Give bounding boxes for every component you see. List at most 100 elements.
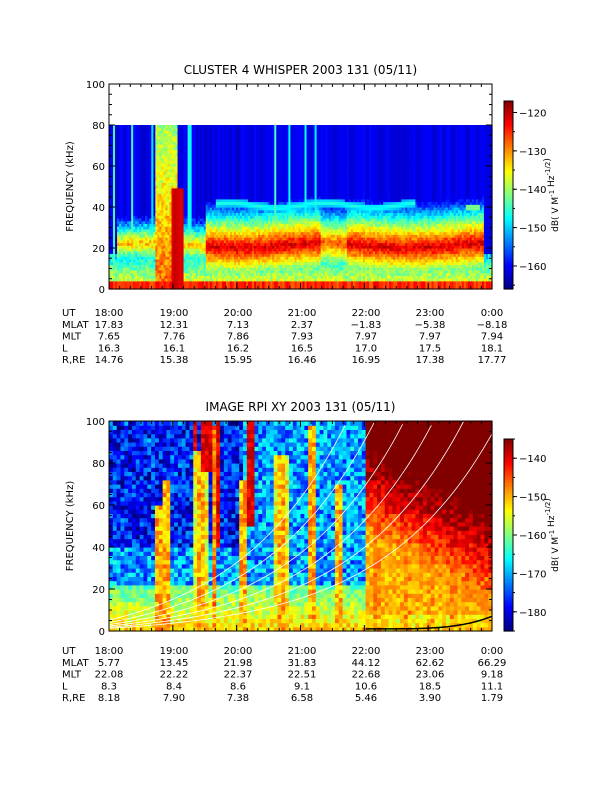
ephemeris-value: 18.5 [419, 681, 441, 692]
y-tick-label: 20 [92, 244, 105, 255]
colorbar-step [504, 566, 513, 570]
colorbar-step [504, 199, 513, 203]
colorbar-step [504, 209, 513, 213]
colorbar-step [504, 441, 513, 445]
ephemeris-value: 22.08 [95, 670, 124, 681]
ephemeris-value: 22:00 [352, 308, 381, 319]
ephemeris-value: 20:00 [224, 646, 253, 657]
colorbar-step [504, 204, 513, 208]
colorbar-step [504, 609, 513, 613]
ephemeris-label: UT [62, 308, 76, 319]
ephemeris-value: 13.45 [160, 658, 189, 669]
colorbar-tick-label: −180 [519, 608, 546, 619]
ephemeris-value: 0:00 [481, 308, 503, 319]
colorbar-step [504, 166, 513, 170]
colorbar-step [504, 246, 513, 250]
colorbar-step [504, 595, 513, 598]
ephemeris-value: 16.2 [227, 343, 249, 354]
ephemeris-value: 16.95 [352, 355, 381, 366]
y-tick-label: 100 [86, 417, 105, 428]
colorbar-step [504, 129, 513, 133]
ephemeris-value: 5.46 [355, 693, 377, 704]
y-tick-label: 0 [99, 285, 105, 296]
colorbar-step [504, 150, 513, 154]
colorbar-step [504, 178, 513, 182]
colorbar-step [504, 472, 513, 476]
ephemeris-value: 22.37 [224, 670, 253, 681]
colorbar-step [504, 227, 513, 231]
colorbar-tick-label: −170 [519, 569, 546, 580]
overlay-curve [108, 425, 346, 621]
colorbar-step [504, 451, 513, 454]
ephemeris-value: 17.83 [95, 320, 124, 331]
colorbar-step [504, 155, 513, 158]
ephemeris-value: 21:00 [288, 646, 317, 657]
ephemeris-value: −5.38 [415, 320, 446, 331]
colorbar-step [504, 499, 513, 502]
overlay-curves [108, 421, 493, 630]
ephemeris-value: 16.46 [288, 355, 317, 366]
colorbar-step [504, 520, 513, 524]
colorbar-step [504, 602, 513, 606]
ephemeris-value: 44.12 [352, 658, 381, 669]
ephemeris-value: 12.31 [160, 320, 189, 331]
colorbar-step [504, 202, 513, 205]
colorbar-step [504, 117, 513, 121]
colorbar-step [504, 180, 513, 184]
colorbar-step [504, 551, 513, 555]
colorbar-tick-label: −120 [519, 109, 546, 120]
colorbar-tick-label: −140 [519, 454, 546, 465]
colorbar-step [504, 587, 513, 591]
colorbar-step [504, 185, 513, 189]
colorbar-step [504, 580, 513, 584]
colorbar-step [504, 575, 513, 579]
colorbar-step [504, 126, 513, 130]
ephemeris-value: 7.13 [227, 320, 249, 331]
colorbar-step [504, 525, 513, 529]
ephemeris-value: 1.79 [481, 693, 503, 704]
ephemeris-table: UT 18:00 19:00 20:00 21:00 22:00 23:00 0:00 MLAT… [62, 308, 507, 366]
ephemeris-value: 66.29 [478, 658, 507, 669]
ephemeris-value: 7.90 [163, 693, 185, 704]
ephemeris-value: 15.38 [160, 355, 189, 366]
colorbar-step [504, 482, 513, 486]
colorbar: −120 −130 −140 −150 −160 dB( V M-1 Hz-1/2) [503, 100, 561, 290]
colorbar-step [504, 597, 513, 601]
ephemeris-value: 7.86 [227, 332, 249, 343]
colorbar-step [504, 616, 513, 620]
colorbar-step [504, 614, 513, 618]
ephemeris-value: −8.18 [477, 320, 508, 331]
colorbar-step [504, 508, 513, 512]
colorbar-step [504, 159, 513, 163]
colorbar-step [504, 101, 513, 104]
colorbar-step [504, 619, 513, 622]
colorbar-step [504, 559, 513, 562]
ephemeris-table: UT 18:00 19:00 20:00 21:00 22:00 23:00 0:00 MLAT… [62, 646, 506, 704]
ephemeris-value: 21:00 [288, 308, 317, 319]
colorbar-step [504, 270, 513, 274]
colorbar-step [504, 626, 513, 630]
colorbar-step [504, 549, 513, 553]
colorbar-step [504, 197, 513, 201]
colorbar-step [504, 554, 513, 558]
ephemeris-value: −1.83 [351, 320, 382, 331]
colorbar-step [504, 152, 513, 156]
colorbar-step [504, 110, 513, 114]
ephemeris-value: 16.1 [163, 343, 185, 354]
overlay-curve-black [365, 615, 493, 630]
colorbar: −140 −150 −160 −170 −180 dB( V M-1 Hz-1/2) [503, 438, 561, 632]
colorbar-step [504, 515, 513, 519]
colorbar-frame [503, 100, 514, 290]
y-axis-label: FREQUENCY (kHz) [65, 141, 76, 232]
colorbar-step [504, 583, 513, 586]
ephemeris-label: R,RE [62, 355, 85, 366]
colorbar-step [504, 136, 513, 140]
colorbar-step [504, 501, 513, 505]
ephemeris-label: MLT [62, 332, 82, 343]
colorbar-step [504, 220, 513, 224]
ephemeris-label: MLAT [62, 658, 89, 669]
colorbar-step [504, 145, 513, 149]
colorbar-step [504, 532, 513, 536]
colorbar-step [504, 477, 513, 481]
y-tick-label: 80 [92, 121, 105, 132]
